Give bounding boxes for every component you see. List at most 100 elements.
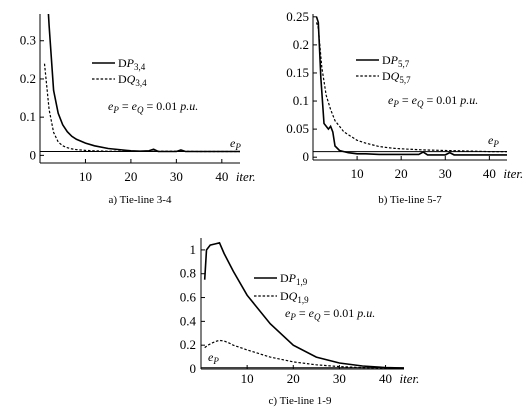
threshold-label-sub: P — [492, 139, 499, 149]
y-tick-label: 0.1 — [20, 109, 36, 124]
ann-eq: = — [119, 99, 132, 113]
legend-label-main: D — [382, 53, 391, 67]
legend-label-sub: 1,9 — [296, 277, 308, 287]
legend-label-main: D — [280, 289, 289, 303]
ann-sub-q: Q — [137, 105, 144, 115]
tolerance-annotation: eP = eQ = 0.01 p.u. — [108, 99, 198, 115]
ann-value: = 0.01 — [320, 306, 357, 320]
ann-value: = 0.01 — [143, 99, 180, 113]
x-tick-label: 10 — [79, 169, 92, 184]
x-tick-label: 10 — [241, 371, 254, 386]
ann-sub-q: Q — [417, 99, 424, 109]
y-tick-label: 0.3 — [20, 33, 36, 48]
legend-label-main: D — [382, 69, 391, 83]
y-tick-label: 0.2 — [20, 71, 36, 86]
y-tick-label: 0.2 — [180, 337, 196, 352]
series-line-DQ — [43, 63, 240, 153]
legend-label-sub: 3,4 — [135, 78, 147, 88]
threshold-label-sub: P — [234, 142, 241, 152]
x-tick-label: 40 — [483, 166, 496, 181]
x-tick-label: 30 — [439, 166, 452, 181]
y-tick-label: 0 — [30, 147, 37, 162]
x-axis-label: iter. — [503, 166, 523, 181]
legend-label-var: P — [126, 56, 135, 70]
y-tick-label: 0.15 — [286, 65, 309, 80]
y-tick-label: 0.2 — [293, 37, 309, 52]
series-line-DQ — [315, 22, 507, 153]
tolerance-annotation: eP = eQ = 0.01 p.u. — [285, 306, 375, 322]
x-axis-label: iter. — [236, 169, 256, 184]
y-tick-label: 0.4 — [180, 313, 197, 328]
y-tick-label: 0.25 — [286, 9, 309, 24]
y-tick-label: 0.1 — [293, 93, 309, 108]
ann-e-q: e — [412, 93, 418, 107]
ann-e-p: e — [285, 306, 291, 320]
ann-e-p: e — [108, 99, 114, 113]
threshold-label-main: e — [488, 133, 494, 147]
x-tick-label: 20 — [395, 166, 408, 181]
ann-e-p: e — [388, 93, 394, 107]
ann-sub-p: P — [392, 99, 399, 109]
x-tick-label: 30 — [170, 169, 183, 184]
ann-eq: = — [399, 93, 412, 107]
threshold-label: eP — [488, 133, 499, 149]
x-axis-label: iter. — [400, 371, 420, 386]
legend-label: DQ5,7 — [382, 69, 411, 85]
tolerance-annotation: eP = eQ = 0.01 p.u. — [388, 93, 478, 109]
ann-unit: p.u. — [356, 306, 375, 320]
threshold-label: eP — [230, 136, 241, 152]
ann-e-q: e — [132, 99, 138, 113]
ann-unit: p.u. — [459, 93, 478, 107]
legend-label-main: D — [118, 72, 127, 86]
legend-label-var: P — [390, 53, 399, 67]
series-line-DQ — [204, 339, 404, 369]
legend-label: DP1,9 — [280, 271, 308, 287]
legend-label-var: Q — [127, 72, 136, 86]
ann-unit: p.u. — [179, 99, 198, 113]
series-line-DP — [203, 241, 404, 369]
series-line-DP — [315, 16, 507, 156]
ann-e-q: e — [309, 306, 315, 320]
legend-label-var: P — [288, 271, 297, 285]
legend-label-sub: 1,9 — [297, 295, 309, 305]
ann-value: = 0.01 — [423, 93, 460, 107]
series-line-DP — [47, 14, 240, 153]
threshold-label: eP — [208, 350, 219, 366]
x-tick-label: 20 — [287, 371, 300, 386]
panel-caption: a) Tie-line 3-4 — [109, 194, 172, 206]
threshold-label-main: e — [208, 350, 214, 364]
y-tick-label: 0.6 — [180, 290, 197, 305]
x-tick-label: 20 — [124, 169, 137, 184]
legend-label-var: Q — [391, 69, 400, 83]
ann-eq: = — [296, 306, 309, 320]
ann-sub-p: P — [112, 105, 119, 115]
legend-label-main: D — [280, 271, 289, 285]
legend-label-sub: 5,7 — [399, 75, 411, 85]
legend-label: DP5,7 — [382, 53, 410, 69]
y-tick-label: 1 — [190, 242, 197, 257]
legend-label: DP3,4 — [118, 56, 146, 72]
legend-label: DQ3,4 — [118, 72, 147, 88]
y-tick-label: 0.8 — [180, 266, 196, 281]
x-tick-label: 10 — [351, 166, 364, 181]
x-tick-label: 30 — [333, 371, 346, 386]
threshold-label-sub: P — [212, 356, 219, 366]
y-tick-label: 0 — [190, 361, 197, 376]
y-tick-label: 0.05 — [286, 121, 309, 136]
legend-label-main: D — [118, 56, 127, 70]
x-tick-label: 40 — [215, 169, 228, 184]
x-tick-label: 40 — [379, 371, 392, 386]
ann-sub-q: Q — [314, 312, 321, 322]
legend-label-sub: 5,7 — [398, 59, 410, 69]
legend-label-var: Q — [289, 289, 298, 303]
panel-caption: b) Tie-line 5-7 — [378, 194, 442, 206]
y-tick-label: 0 — [303, 149, 310, 164]
legend-label: DQ1,9 — [280, 289, 309, 305]
panel-caption: c) Tie-line 1-9 — [269, 395, 332, 407]
legend-label-sub: 3,4 — [134, 62, 146, 72]
ann-sub-p: P — [289, 312, 296, 322]
